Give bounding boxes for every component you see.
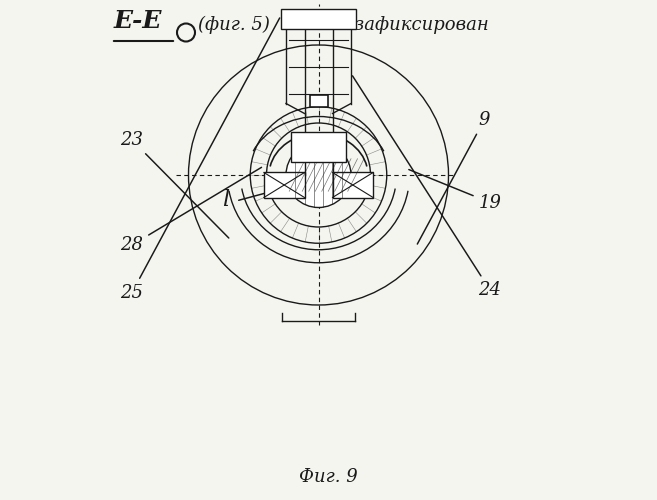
- Text: 24: 24: [353, 76, 501, 299]
- Text: l: l: [223, 189, 229, 211]
- Text: (фиг. 5)  клапан зафиксирован: (фиг. 5) клапан зафиксирован: [198, 15, 489, 34]
- Bar: [264, 172, 304, 198]
- Text: 25: 25: [120, 18, 280, 302]
- Text: 28: 28: [120, 168, 261, 254]
- Text: 9: 9: [417, 111, 490, 244]
- Bar: [281, 10, 356, 29]
- Text: Е-Е: Е-Е: [114, 8, 162, 32]
- Text: 19: 19: [409, 170, 501, 211]
- Bar: [309, 95, 327, 108]
- Text: 23: 23: [120, 131, 229, 238]
- Circle shape: [286, 142, 351, 208]
- Bar: [291, 132, 346, 162]
- Text: Фиг. 9: Фиг. 9: [299, 468, 358, 486]
- Bar: [332, 172, 373, 198]
